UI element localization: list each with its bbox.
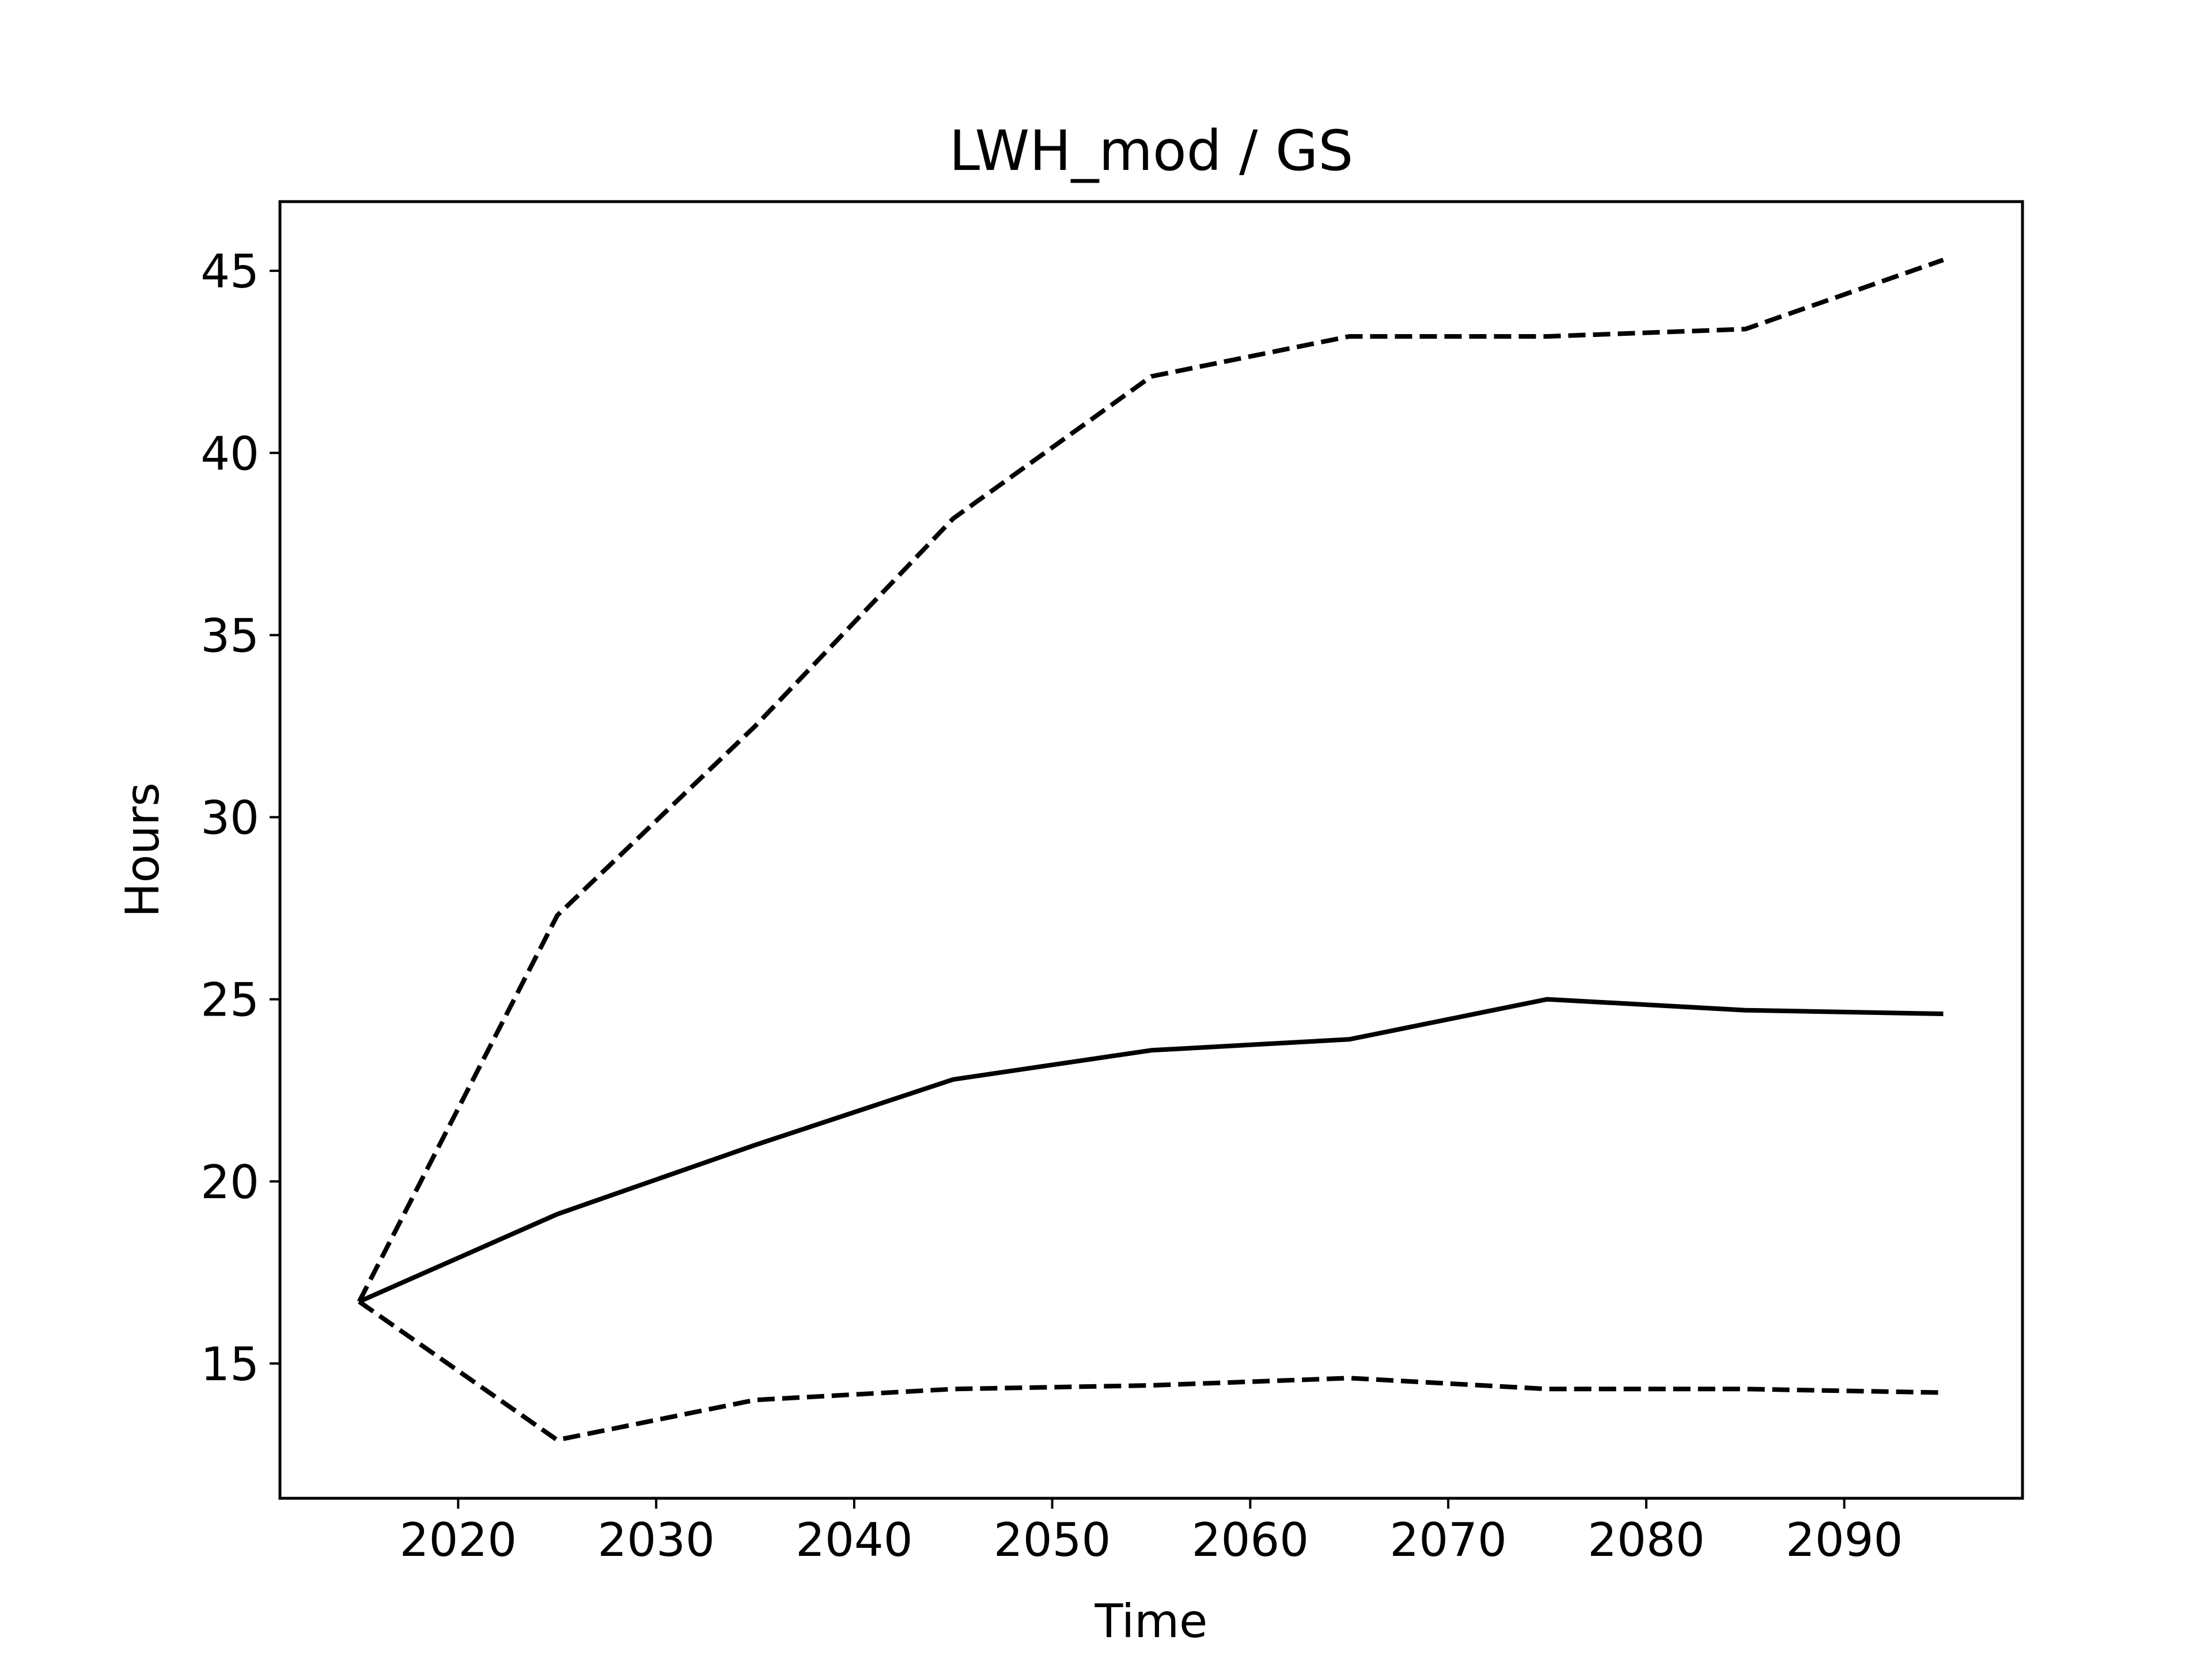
x-tick-label: 2020 — [400, 1513, 517, 1567]
y-tick-label: 35 — [200, 609, 259, 662]
series-line-mean — [358, 997, 1944, 1304]
y-tick-label: 25 — [200, 974, 259, 1027]
y-tick-label: 30 — [200, 791, 259, 845]
series-line-lower — [358, 1300, 1944, 1442]
x-tick-label: 2040 — [796, 1513, 913, 1567]
y-axis-label: Hours — [116, 782, 169, 917]
x-axis: 2020 2030 2040 2050 2060 2070 2080 2090 — [400, 1498, 1903, 1567]
y-tick-label: 20 — [200, 1156, 259, 1209]
series-layer — [357, 257, 1944, 1442]
x-tick-label: 2070 — [1389, 1513, 1507, 1567]
y-tick-label: 40 — [200, 427, 259, 480]
plot-area-frame — [278, 200, 2024, 1500]
chart-title: LWH_mod / GS — [949, 119, 1354, 183]
x-axis-label: Time — [1094, 1594, 1208, 1648]
x-tick-label: 2030 — [597, 1513, 715, 1567]
x-tick-label: 2060 — [1192, 1513, 1309, 1567]
series-line-upper — [357, 257, 1944, 1303]
y-tick-label: 45 — [200, 245, 259, 298]
y-axis: 15 20 25 30 35 40 45 — [200, 245, 280, 1391]
y-tick-label: 15 — [200, 1338, 259, 1391]
x-tick-label: 2050 — [994, 1513, 1111, 1567]
x-tick-label: 2080 — [1588, 1513, 1705, 1567]
x-tick-label: 2090 — [1786, 1513, 1903, 1567]
